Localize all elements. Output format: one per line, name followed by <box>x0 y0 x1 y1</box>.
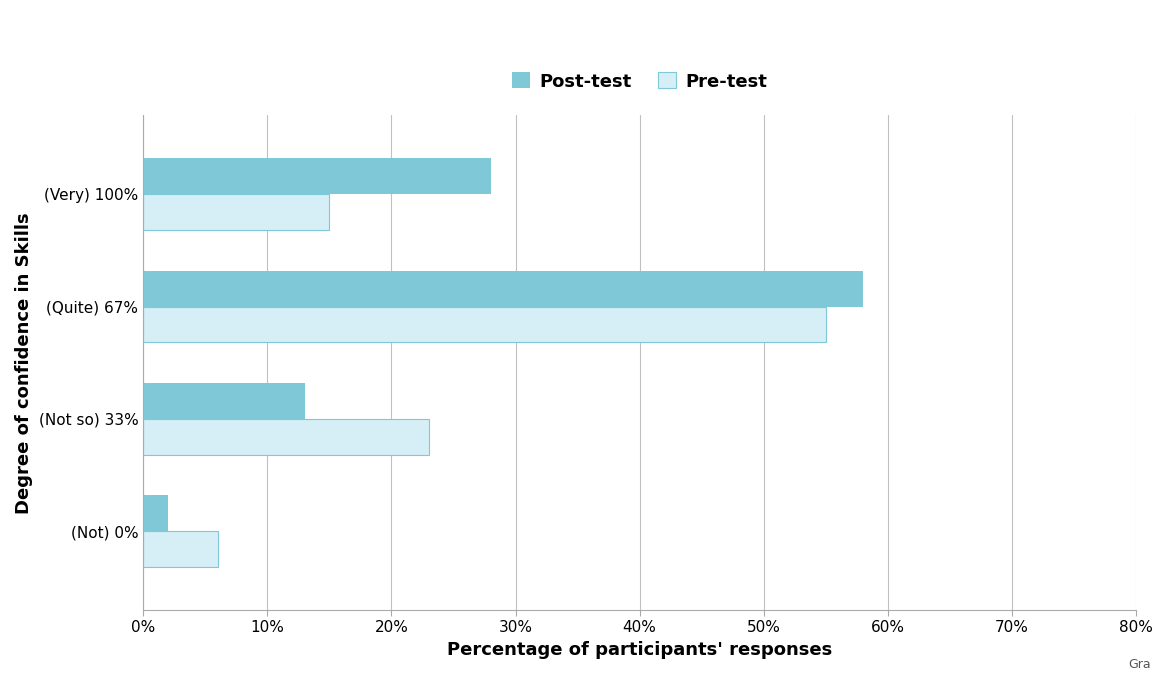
X-axis label: Percentage of participants' responses: Percentage of participants' responses <box>447 641 833 659</box>
Bar <box>144 307 826 342</box>
Bar <box>144 419 429 455</box>
Bar <box>144 531 217 568</box>
Legend: Post-test, Pre-test: Post-test, Pre-test <box>505 65 774 98</box>
Bar <box>144 158 491 194</box>
Text: Gra: Gra <box>1128 658 1150 671</box>
Bar <box>144 194 329 230</box>
Bar <box>144 270 863 307</box>
Bar <box>144 495 168 531</box>
Y-axis label: Degree of confidence in Skills: Degree of confidence in Skills <box>15 212 33 514</box>
Bar <box>144 383 305 419</box>
